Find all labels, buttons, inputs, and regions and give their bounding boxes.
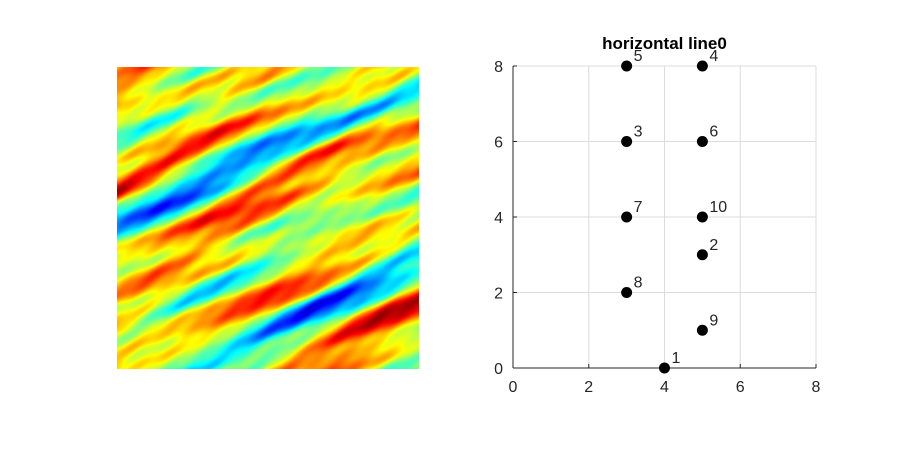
field-image: [117, 67, 419, 369]
point-label-1: 1: [672, 350, 681, 367]
grid: [512, 65, 817, 369]
tick-labels: 0 2 4 6 8 0 2 4 6 8: [494, 59, 820, 396]
point-label-8: 8: [634, 275, 643, 292]
data-point-5: [621, 60, 633, 72]
data-point-8: [621, 287, 633, 298]
x-tick-label: 0: [509, 379, 518, 396]
data-point-7: [621, 211, 633, 223]
y-tick-label: 4: [494, 210, 503, 227]
data-point-4: [696, 60, 708, 72]
point-label-7: 7: [634, 199, 643, 216]
x-tick-label: 6: [736, 379, 745, 396]
data-point-2: [696, 249, 708, 261]
point-label-2: 2: [709, 237, 718, 254]
data-point-10: [696, 211, 708, 223]
point-label-4: 4: [709, 48, 718, 65]
data-point-6: [696, 136, 708, 147]
data-point-9: [696, 324, 708, 336]
y-tick-label: 6: [494, 135, 503, 152]
y-tick-label: 8: [494, 59, 503, 76]
point-label-3: 3: [634, 124, 643, 141]
point-label-9: 9: [709, 312, 718, 329]
points: 1 2 3 4 5 6 7 8 9 10: [621, 48, 727, 374]
x-tick-label: 4: [660, 379, 669, 396]
data-point-3: [621, 136, 633, 147]
data-point-1: [659, 362, 670, 374]
y-tick-label: 0: [494, 361, 503, 378]
point-label-5: 5: [634, 48, 643, 65]
chart-title: horizontal line0: [602, 34, 727, 53]
x-tick-label: 8: [812, 379, 821, 396]
point-label-10: 10: [709, 199, 727, 216]
x-tick-label: 2: [584, 379, 593, 396]
point-label-6: 6: [709, 124, 718, 141]
y-tick-label: 2: [494, 286, 503, 303]
